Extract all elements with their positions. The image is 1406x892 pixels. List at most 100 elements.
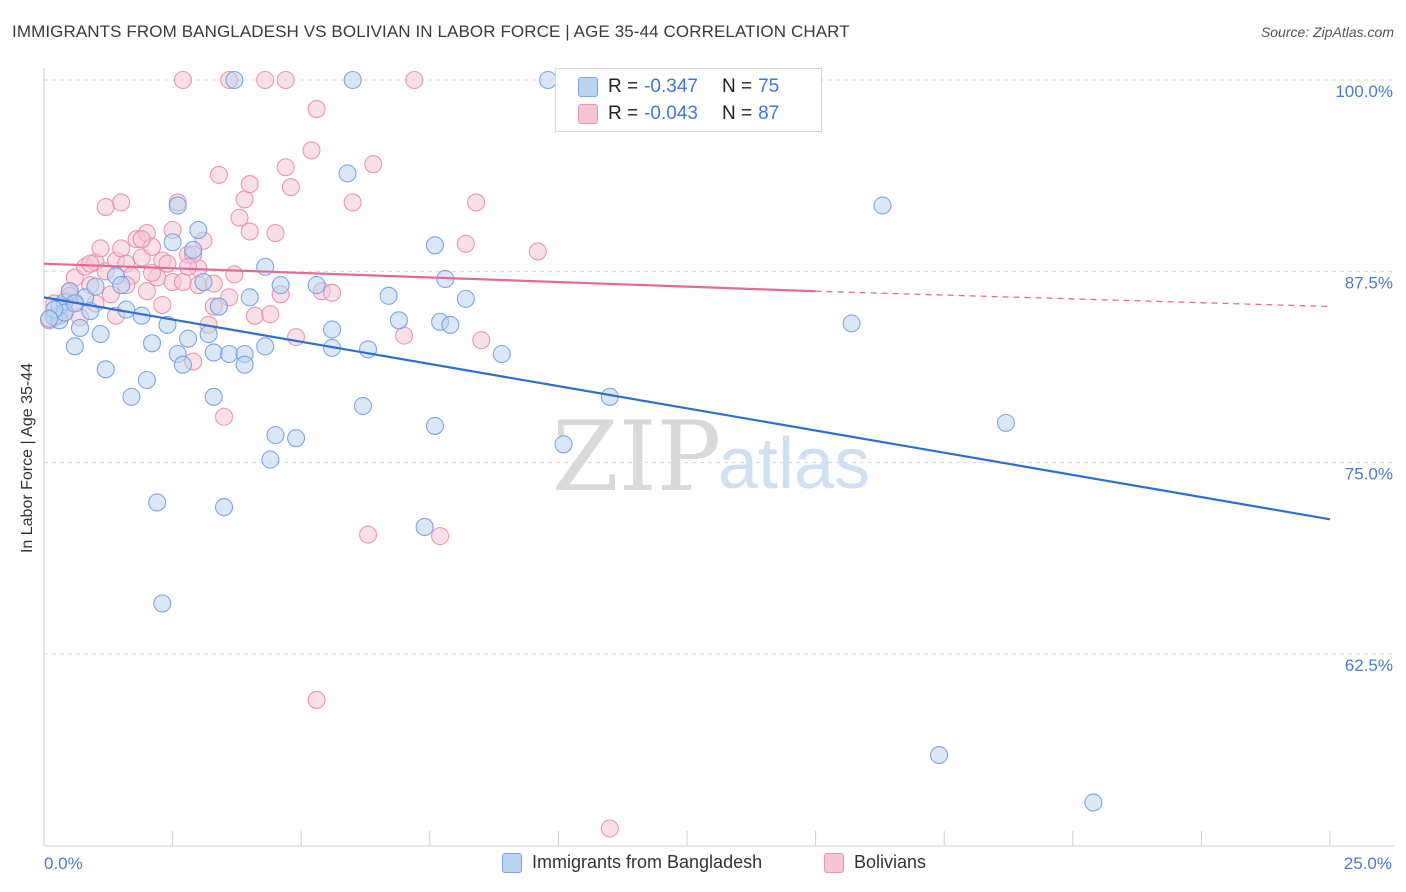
bangladesh-point bbox=[194, 272, 213, 292]
bolivian-point bbox=[266, 224, 285, 243]
trend-lines bbox=[43, 262, 1331, 521]
bangladesh-point bbox=[323, 320, 342, 339]
bangladesh-point bbox=[142, 334, 162, 353]
bangladesh-point bbox=[338, 164, 357, 183]
bangladesh-point bbox=[153, 594, 172, 613]
legend-item-bangladesh[interactable]: Immigrants from Bangladesh bbox=[502, 852, 762, 873]
bangladesh-point bbox=[425, 236, 444, 255]
bangladesh-point bbox=[209, 297, 228, 316]
watermark: ZIP atlas bbox=[552, 401, 870, 513]
bolivian-point bbox=[245, 306, 264, 325]
bolivian-point bbox=[178, 257, 198, 276]
bolivian-point bbox=[96, 197, 115, 217]
legend-n-label: N = bbox=[721, 76, 753, 97]
bangladesh-point bbox=[168, 196, 187, 215]
bangladesh-point bbox=[1084, 793, 1103, 812]
bangladesh-point bbox=[173, 355, 192, 374]
bangladesh-point bbox=[70, 318, 90, 338]
bolivian-point bbox=[91, 239, 110, 258]
bangladesh-point bbox=[996, 413, 1015, 432]
bolivian-point bbox=[472, 331, 491, 350]
bangladesh-point bbox=[178, 329, 198, 348]
y-tick-label: 62.5% bbox=[1345, 656, 1393, 675]
legend-r-label: R = bbox=[608, 76, 639, 97]
bolivian-point bbox=[173, 272, 192, 292]
bangladesh-point bbox=[266, 426, 285, 445]
bolivian-point bbox=[287, 328, 306, 347]
bangladesh-point bbox=[112, 276, 131, 295]
bangladesh-point bbox=[65, 337, 84, 356]
legend-label: Bolivians bbox=[854, 852, 927, 872]
legend-r-value: -0.347 bbox=[644, 76, 698, 97]
bangladesh-point bbox=[256, 337, 275, 356]
y-tick-label: 100.0% bbox=[1335, 82, 1393, 101]
bangladesh-point bbox=[930, 745, 949, 765]
bolivian-point bbox=[405, 70, 424, 90]
bangladesh-point bbox=[379, 286, 398, 305]
bangladesh-point bbox=[389, 311, 408, 330]
bolivian-point bbox=[307, 690, 326, 709]
bangladesh-point bbox=[214, 498, 234, 517]
bolivian-point bbox=[323, 283, 342, 302]
bangladesh-point bbox=[492, 344, 511, 364]
blue-trend-line bbox=[43, 296, 1331, 521]
x-tick-label: 0.0% bbox=[44, 854, 83, 873]
legend-swatch-blue bbox=[502, 852, 522, 873]
bangladesh-point bbox=[225, 70, 244, 90]
series-legend: Immigrants from Bangladesh Bolivians bbox=[0, 852, 1406, 876]
bolivian-point bbox=[137, 282, 156, 301]
bolivian-point bbox=[214, 407, 234, 426]
bangladesh-point bbox=[189, 220, 208, 240]
bangladesh-point bbox=[86, 277, 105, 296]
bangladesh-point bbox=[441, 315, 460, 334]
tick-labels: 62.5% 75.0% 87.5% 100.0% 0.0% 25.0% bbox=[44, 82, 1393, 873]
bolivian-point bbox=[112, 239, 131, 258]
axes bbox=[43, 68, 1394, 847]
bangladesh-point bbox=[204, 343, 223, 362]
bolivian-point bbox=[240, 175, 259, 194]
bangladesh-point bbox=[40, 309, 59, 328]
watermark-atlas: atlas bbox=[718, 424, 870, 504]
bolivian-point bbox=[225, 265, 244, 284]
bolivian-point bbox=[431, 527, 450, 546]
bangladesh-point bbox=[184, 240, 203, 259]
bolivian-point bbox=[600, 819, 619, 838]
bangladesh-point bbox=[307, 276, 326, 295]
legend-swatch-pink bbox=[824, 852, 844, 873]
bangladesh-point bbox=[842, 314, 861, 333]
legend-row-bolivians: R = -0.043 N = 87 bbox=[578, 101, 785, 127]
bolivian-point bbox=[261, 305, 280, 324]
bolivian-point bbox=[276, 70, 295, 90]
bangladesh-point bbox=[353, 396, 372, 416]
bolivian-point bbox=[302, 141, 321, 160]
legend-row-bangladesh: R = -0.347 N = 75 bbox=[578, 74, 785, 100]
bolivian-point bbox=[209, 165, 228, 184]
bolivian-point bbox=[173, 70, 192, 90]
bolivian-point bbox=[112, 193, 131, 212]
bolivian-point bbox=[343, 193, 362, 212]
bolivian-point bbox=[281, 178, 300, 197]
bolivian-point bbox=[81, 254, 100, 273]
bangladesh-point bbox=[122, 387, 141, 406]
legend-item-bolivians[interactable]: Bolivians bbox=[824, 852, 926, 873]
legend-r-label: R = bbox=[608, 103, 639, 124]
bangladesh-point bbox=[204, 387, 223, 406]
bangladesh-point bbox=[91, 325, 110, 344]
legend-r-value: -0.043 bbox=[644, 103, 698, 124]
chart-source: Source: ZipAtlas.com bbox=[1260, 24, 1394, 40]
bangladesh-point bbox=[456, 289, 475, 308]
bolivian-point bbox=[235, 190, 254, 209]
bolivian-point bbox=[276, 158, 295, 177]
bangladesh-points bbox=[40, 70, 1103, 812]
bangladesh-point bbox=[240, 288, 259, 307]
bangladesh-point bbox=[220, 344, 239, 364]
bangladesh-point bbox=[343, 70, 362, 90]
bangladesh-point bbox=[199, 325, 218, 344]
bolivian-point bbox=[240, 222, 259, 241]
y-tick-label: 75.0% bbox=[1345, 465, 1393, 484]
bolivian-point bbox=[153, 295, 172, 315]
bangladesh-point bbox=[148, 493, 167, 512]
bolivian-point bbox=[307, 100, 326, 119]
bangladesh-point bbox=[261, 450, 280, 469]
